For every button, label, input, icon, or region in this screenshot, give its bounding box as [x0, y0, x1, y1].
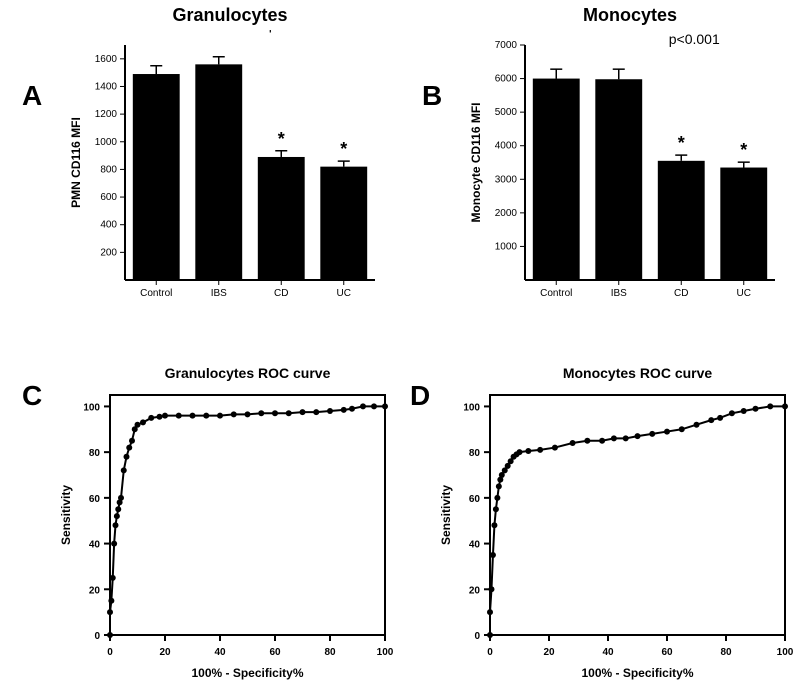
- svg-text:CD: CD: [274, 288, 288, 299]
- svg-text:UC: UC: [737, 288, 751, 299]
- panel-c-chart: Granulocytes ROC curve 0 20 40 60 80 100 0 20 40 6…: [50, 360, 400, 690]
- svg-text:20: 20: [89, 585, 101, 596]
- svg-text:100: 100: [463, 402, 480, 413]
- svg-text:0: 0: [474, 631, 480, 642]
- panel-a-chart: 200 400 600 800 1000 1200 1400 1600 PMN CD116 MF…: [55, 30, 385, 320]
- svg-text:*: *: [678, 133, 685, 153]
- panel-b-letter: B: [422, 80, 442, 112]
- panel-d-letter: D: [410, 380, 430, 412]
- svg-text:4000: 4000: [495, 141, 518, 152]
- panel-b-title: Monocytes: [480, 5, 780, 26]
- svg-text:CD: CD: [674, 288, 688, 299]
- svg-text:p<0.001: p<0.001: [269, 30, 320, 32]
- svg-text:80: 80: [720, 647, 732, 658]
- svg-text:80: 80: [324, 647, 336, 658]
- panel-b-chart: 1000 2000 3000 4000 5000 6000 7000 Monocyte CD1…: [455, 30, 785, 320]
- svg-text:*: *: [278, 129, 285, 149]
- panel-c-letter: C: [22, 380, 42, 412]
- svg-text:60: 60: [269, 647, 281, 658]
- svg-text:40: 40: [469, 540, 481, 551]
- svg-text:100% - Specificity%: 100% - Specificity%: [191, 666, 303, 680]
- svg-text:5000: 5000: [495, 107, 518, 118]
- svg-text:80: 80: [469, 448, 481, 459]
- svg-text:UC: UC: [337, 288, 351, 299]
- svg-text:Granulocytes ROC curve: Granulocytes ROC curve: [165, 365, 331, 381]
- svg-text:80: 80: [89, 448, 101, 459]
- svg-text:1000: 1000: [95, 137, 118, 148]
- svg-text:100: 100: [777, 647, 794, 658]
- svg-text:40: 40: [214, 647, 226, 658]
- panel-a-letter: A: [22, 80, 42, 112]
- svg-text:40: 40: [602, 647, 614, 658]
- svg-text:0: 0: [94, 631, 100, 642]
- svg-text:p<0.001: p<0.001: [669, 31, 720, 47]
- svg-text:20: 20: [159, 647, 171, 658]
- svg-text:400: 400: [100, 220, 117, 231]
- svg-text:1000: 1000: [495, 241, 518, 252]
- panel-d-chart: Monocytes ROC curve 0 20 40 60 80 100 0 20 40 60 80…: [430, 360, 800, 690]
- svg-text:2000: 2000: [495, 208, 518, 219]
- svg-text:200: 200: [100, 247, 117, 258]
- svg-text:1400: 1400: [95, 81, 118, 92]
- svg-text:20: 20: [469, 585, 481, 596]
- svg-text:100: 100: [377, 647, 394, 658]
- svg-text:1600: 1600: [95, 54, 118, 65]
- svg-text:100: 100: [83, 402, 100, 413]
- svg-text:60: 60: [661, 647, 673, 658]
- svg-text:Control: Control: [140, 288, 172, 299]
- svg-text:60: 60: [89, 494, 101, 505]
- svg-text:0: 0: [487, 647, 493, 658]
- svg-text:IBS: IBS: [611, 288, 627, 299]
- svg-text:Monocyte CD116 MFI: Monocyte CD116 MFI: [469, 102, 483, 222]
- svg-text:Sensitivity: Sensitivity: [439, 485, 453, 545]
- svg-text:*: *: [740, 140, 747, 160]
- svg-text:0: 0: [107, 647, 113, 658]
- svg-text:1200: 1200: [95, 109, 118, 120]
- svg-text:20: 20: [543, 647, 555, 658]
- svg-text:60: 60: [469, 494, 481, 505]
- svg-text:PMN CD116 MFI: PMN CD116 MFI: [69, 117, 83, 208]
- svg-text:IBS: IBS: [211, 288, 227, 299]
- svg-text:*: *: [340, 139, 347, 159]
- svg-text:Control: Control: [540, 288, 572, 299]
- svg-text:600: 600: [100, 192, 117, 203]
- svg-text:40: 40: [89, 540, 101, 551]
- panel-a-title: Granulocytes: [80, 5, 380, 26]
- svg-text:100% - Specificity%: 100% - Specificity%: [581, 666, 693, 680]
- svg-text:Monocytes ROC curve: Monocytes ROC curve: [563, 365, 713, 381]
- svg-text:7000: 7000: [495, 40, 518, 51]
- svg-text:Sensitivity: Sensitivity: [59, 485, 73, 545]
- svg-text:6000: 6000: [495, 74, 518, 85]
- svg-text:3000: 3000: [495, 174, 518, 185]
- svg-text:800: 800: [100, 164, 117, 175]
